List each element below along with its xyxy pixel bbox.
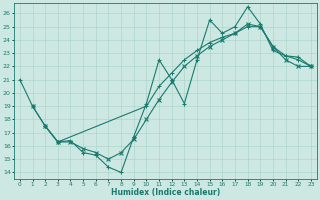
X-axis label: Humidex (Indice chaleur): Humidex (Indice chaleur) bbox=[111, 188, 220, 197]
